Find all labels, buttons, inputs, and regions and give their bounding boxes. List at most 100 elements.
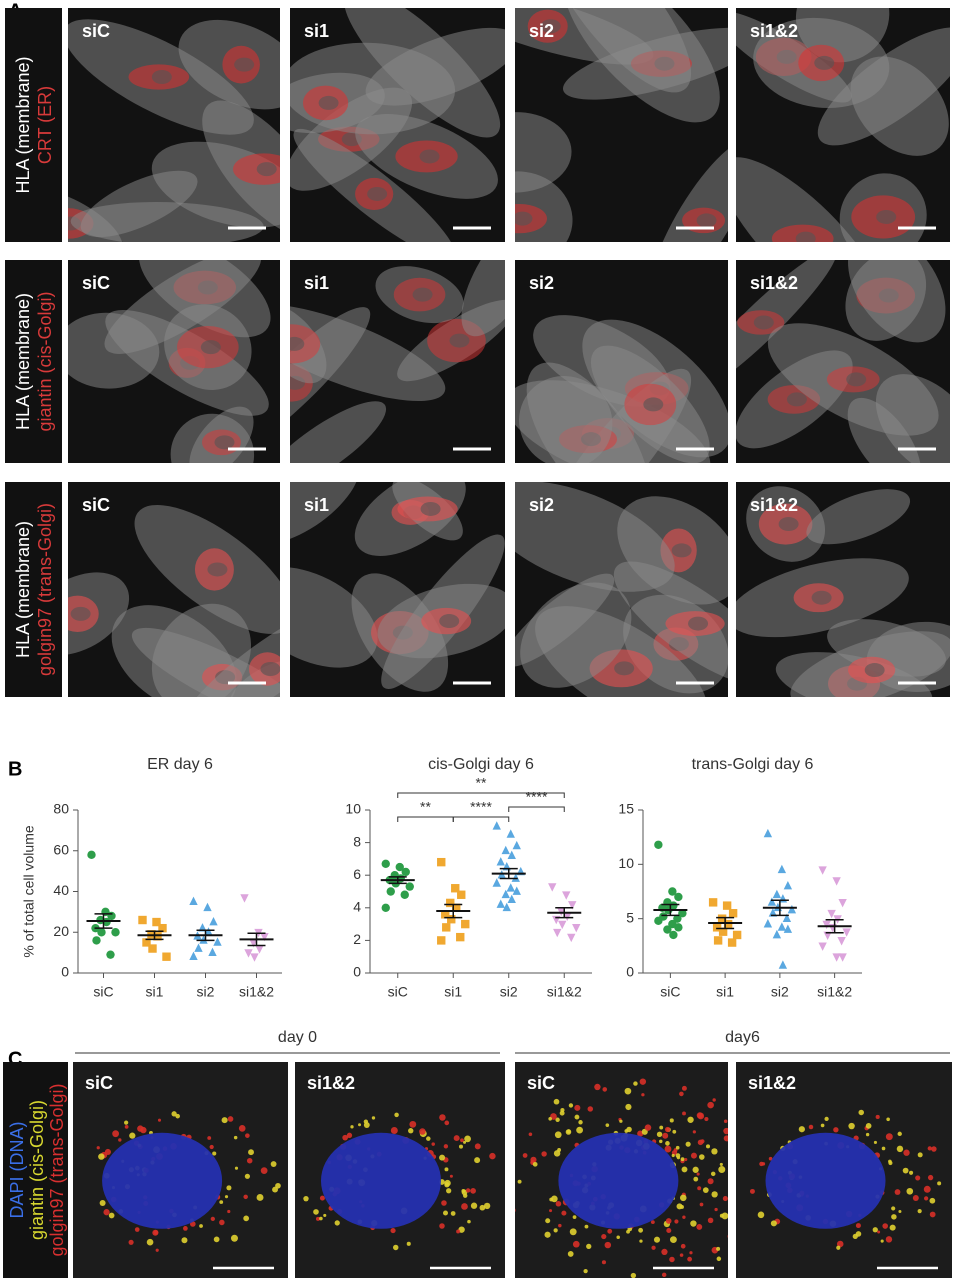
golgi-dot — [697, 1139, 704, 1146]
data-point — [506, 829, 515, 838]
data-point — [208, 947, 217, 956]
data-point — [563, 912, 572, 921]
golgi-dot — [689, 1251, 693, 1255]
data-point — [405, 882, 414, 891]
data-point — [437, 936, 446, 945]
micrograph — [290, 8, 505, 242]
data-point — [713, 936, 723, 945]
golgi-dot — [458, 1226, 465, 1233]
golgi-dot — [450, 1211, 456, 1216]
golgi-dot — [630, 1272, 637, 1278]
golgi-dot — [906, 1187, 914, 1195]
golgi-dot — [207, 1136, 212, 1140]
data-point — [400, 890, 409, 899]
golgi-dot — [808, 1124, 814, 1130]
image-label: si1&2 — [750, 21, 798, 41]
golgi-dot — [181, 1237, 188, 1244]
data-point — [451, 884, 460, 893]
image-label: si2 — [529, 495, 554, 515]
sem-bar — [247, 932, 266, 947]
y-tick-label: 10 — [618, 855, 634, 871]
nucleus — [207, 562, 228, 577]
golgi-dot — [848, 1122, 855, 1130]
golgi-dot — [669, 1236, 677, 1244]
organelle — [290, 324, 321, 364]
nucleus — [614, 661, 635, 676]
golgi-dot — [680, 1243, 686, 1249]
golgi-dot — [256, 1193, 264, 1201]
nucleus — [260, 661, 280, 676]
nucleus — [412, 287, 433, 302]
golgi-dot — [303, 1195, 309, 1202]
golgi-dot — [923, 1185, 931, 1193]
nucleus — [515, 211, 533, 226]
micrograph — [515, 8, 728, 242]
cell — [515, 112, 572, 193]
golgi-dot — [227, 1209, 231, 1214]
data-point — [244, 949, 253, 958]
golgi-dot — [128, 1239, 134, 1245]
golgi-dot — [390, 1127, 398, 1134]
group-label: day 0 — [278, 1029, 317, 1046]
golgi-dot — [616, 1235, 620, 1240]
golgi-dot — [260, 1167, 268, 1174]
cell — [290, 482, 360, 544]
x-tick-label: si1&2 — [239, 984, 274, 1000]
nucleus — [864, 663, 885, 678]
data-point — [511, 873, 520, 882]
golgi-dot — [442, 1210, 448, 1216]
golgi-dot — [687, 1116, 694, 1123]
golgi-dot — [855, 1231, 862, 1237]
golgi-dot — [462, 1193, 468, 1198]
data-point — [501, 845, 510, 855]
golgi-dot — [836, 1240, 844, 1248]
data-point — [106, 950, 115, 959]
data-point — [558, 920, 567, 930]
golgi-dot — [483, 1202, 491, 1210]
golgi-dot — [532, 1161, 538, 1167]
golgi-dot — [723, 1119, 728, 1124]
golgi-dot — [716, 1256, 722, 1262]
golgi-dot — [865, 1132, 870, 1137]
golgi-dot — [463, 1140, 467, 1144]
micrograph — [736, 482, 950, 697]
golgi-dot — [474, 1157, 481, 1164]
golgi-dot — [248, 1149, 254, 1156]
golgi-dot — [903, 1149, 910, 1156]
data-point — [723, 919, 733, 929]
image-label: si1 — [304, 21, 329, 41]
nucleus — [439, 614, 460, 629]
chart-title: ER day 6 — [147, 756, 213, 773]
golgi-dot — [323, 1213, 327, 1217]
data-point — [189, 896, 198, 906]
data-point — [102, 917, 111, 927]
x-tick-label: si2 — [500, 984, 518, 1000]
sem-bar — [499, 867, 518, 880]
data-point — [507, 850, 516, 859]
golgi-dot — [682, 1215, 686, 1219]
nucleus — [811, 590, 832, 605]
golgi-dot — [124, 1120, 129, 1125]
golgi-dot — [528, 1132, 533, 1137]
golgi-dot — [504, 1170, 509, 1175]
golgi-dot — [103, 1209, 110, 1216]
golgi-dot — [112, 1130, 120, 1138]
golgi-dot — [696, 1224, 703, 1230]
data-point — [654, 916, 663, 926]
golgi-dot — [96, 1146, 100, 1150]
golgi-dot — [877, 1230, 881, 1234]
golgi-dot — [728, 1150, 734, 1156]
chart-title: trans-Golgi day 6 — [692, 756, 814, 773]
y-tick-label: 0 — [61, 964, 69, 980]
y-tick-label: 15 — [618, 801, 634, 817]
row-label: DAPI (DNA) — [7, 1121, 27, 1218]
data-point — [381, 859, 390, 868]
golgi-dot — [219, 1200, 224, 1204]
nucleus — [200, 340, 221, 355]
sem-bar — [555, 907, 574, 919]
golgi-dot — [446, 1188, 452, 1194]
data-point — [97, 928, 106, 937]
golgi-dot — [607, 1228, 613, 1234]
data-point — [138, 915, 147, 925]
data-point — [718, 927, 728, 936]
